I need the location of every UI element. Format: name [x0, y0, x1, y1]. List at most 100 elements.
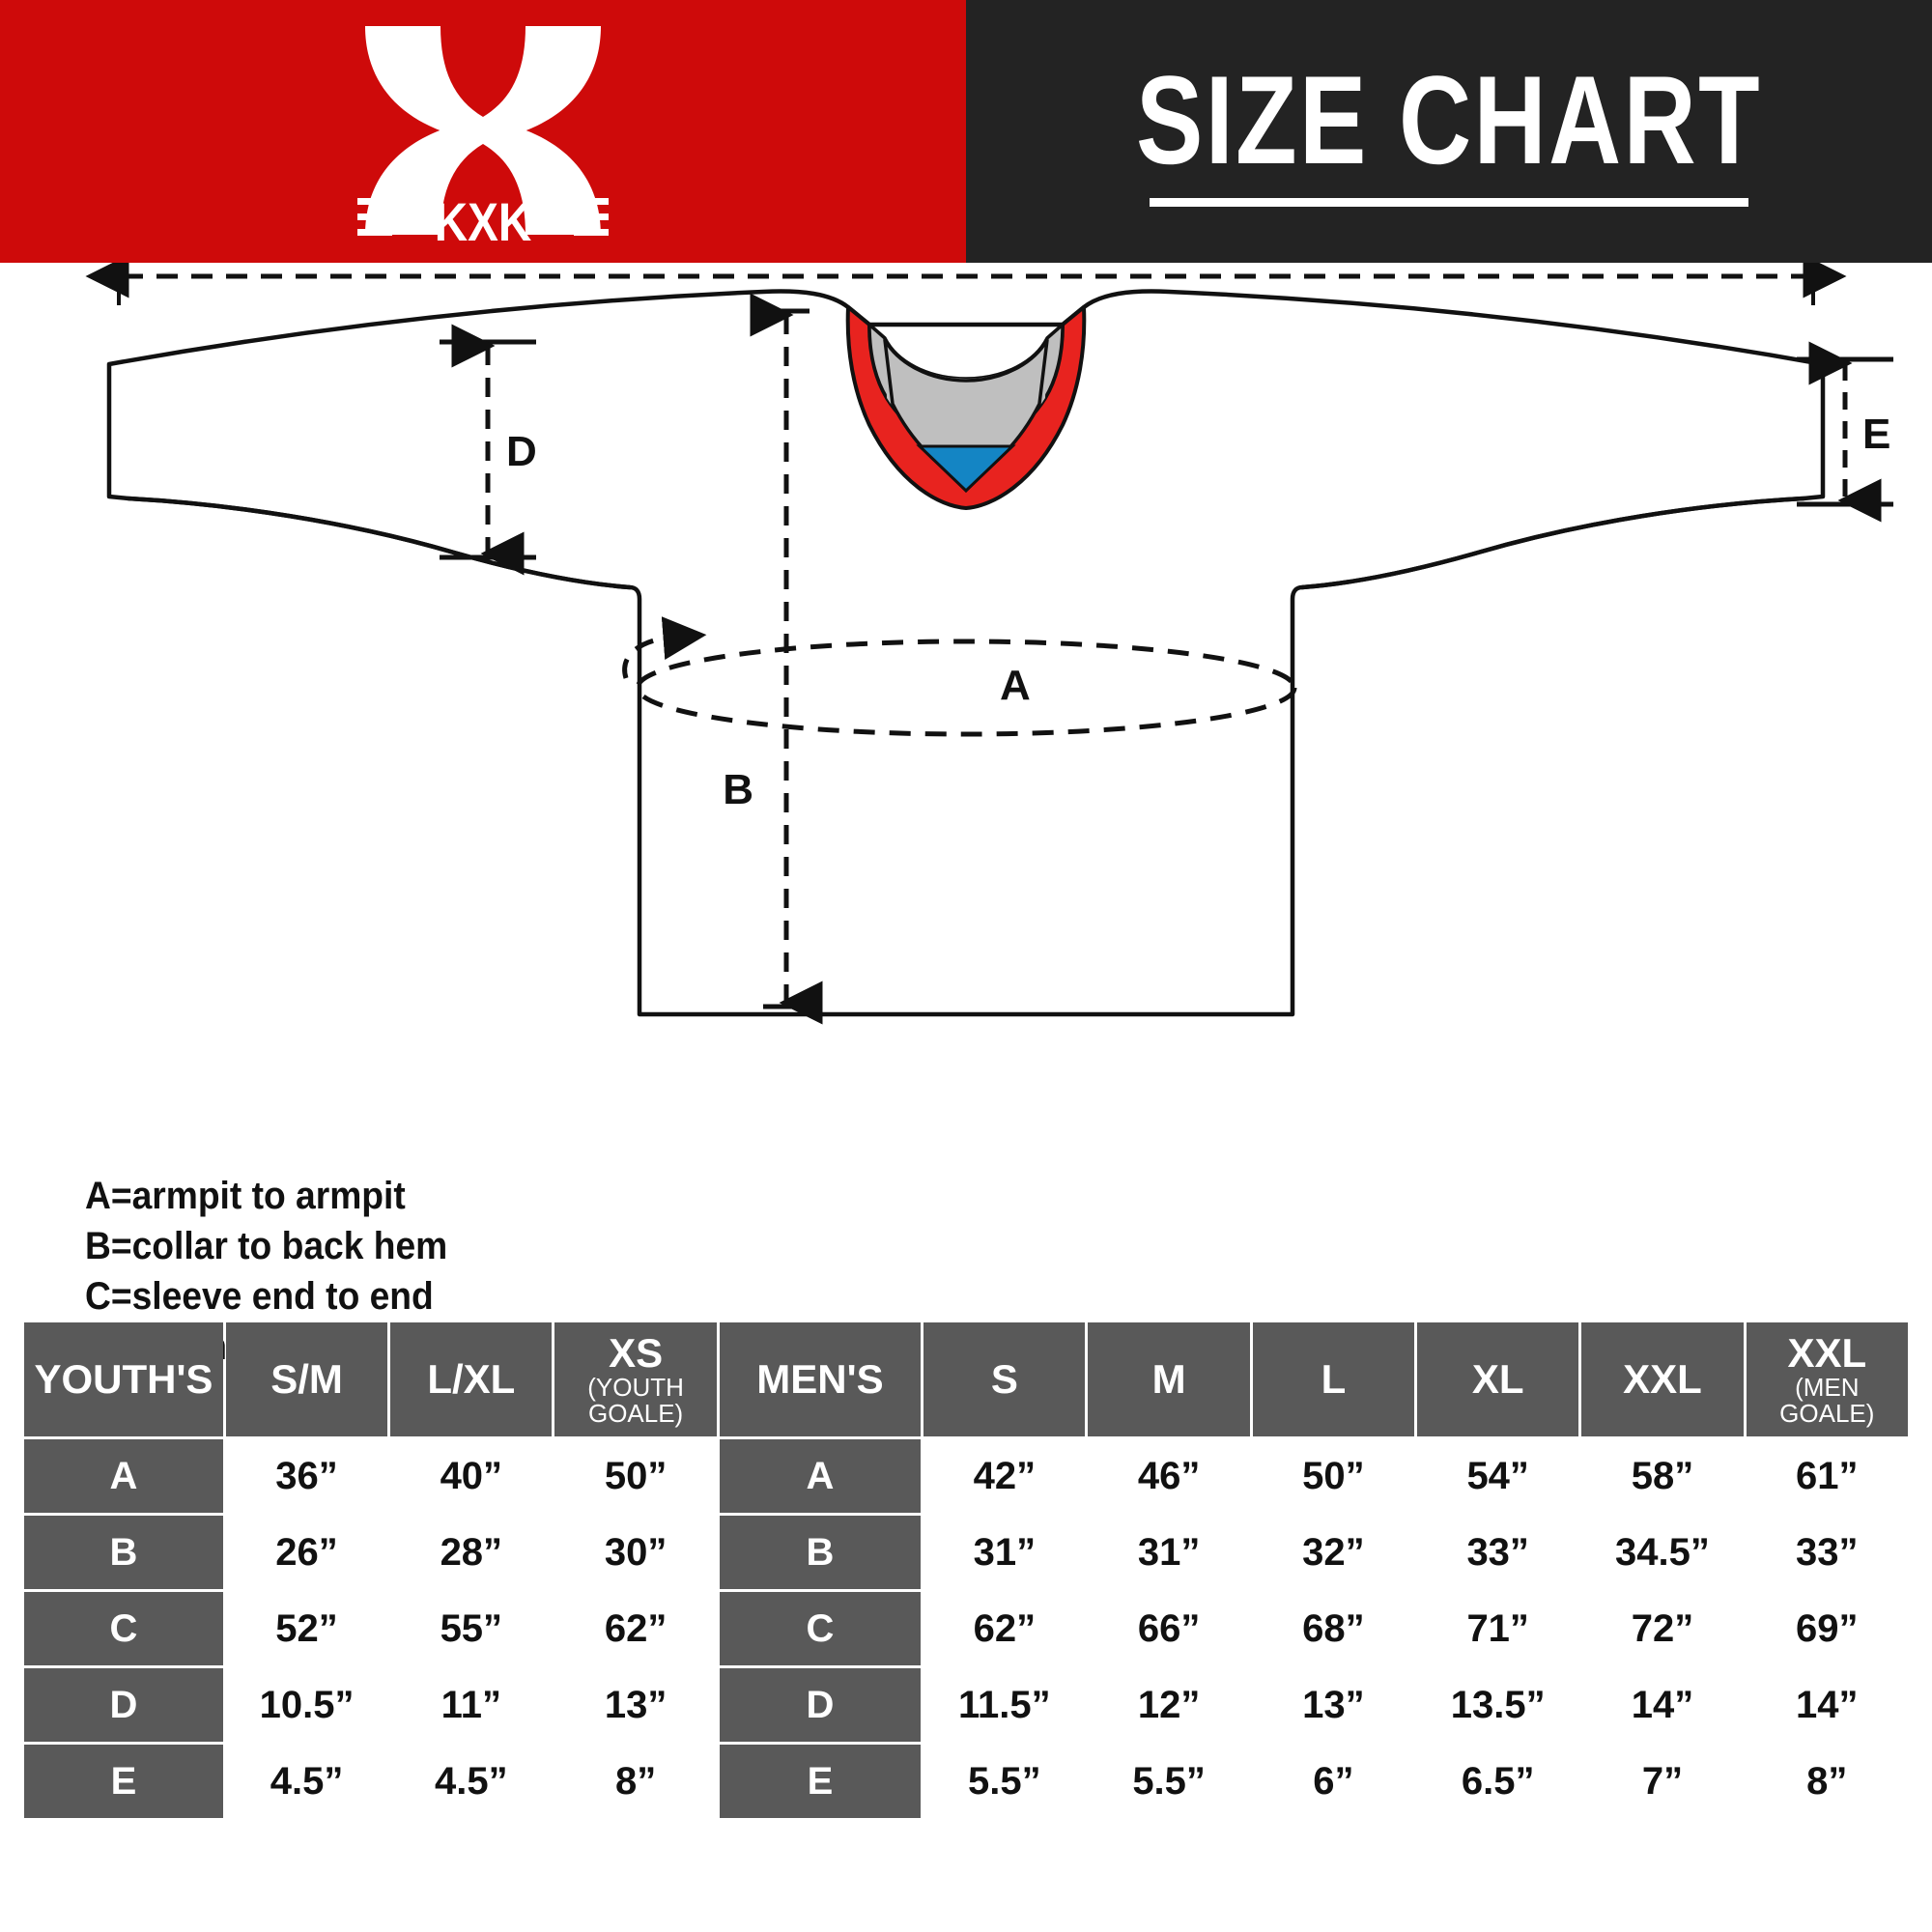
- title-banner: SIZE CHART: [966, 0, 1932, 263]
- svg-text:KXK: KXK: [435, 192, 532, 244]
- column-sublabel: (YOUTH GOALE): [587, 1372, 684, 1429]
- table-row: A 36” 40” 50” A 42” 46” 50” 54” 58” 61”: [24, 1439, 1908, 1513]
- cell-mens-D-3: 13.5”: [1417, 1668, 1579, 1742]
- cell-mens-D-1: 12”: [1088, 1668, 1250, 1742]
- cell-mens-A-3: 54”: [1417, 1439, 1579, 1513]
- cell-youth-C-2: 62”: [554, 1592, 717, 1665]
- cell-youth-C-0: 52”: [225, 1592, 388, 1665]
- row-key-youth-B: B: [24, 1516, 223, 1589]
- dimension-c: [85, 263, 1847, 305]
- row-key-mens-D: D: [719, 1668, 922, 1742]
- dimension-e: [1797, 341, 1893, 523]
- cell-mens-B-0: 31”: [923, 1516, 1086, 1589]
- row-key-youth-A: A: [24, 1439, 223, 1513]
- cell-mens-C-4: 72”: [1581, 1592, 1744, 1665]
- column-label: XS: [609, 1329, 664, 1376]
- section-header-youth: YOUTH'S: [24, 1322, 223, 1436]
- cell-mens-A-4: 58”: [1581, 1439, 1744, 1513]
- cell-mens-C-5: 69”: [1746, 1592, 1908, 1665]
- legend-line-c: C=sleeve end to end: [85, 1275, 434, 1318]
- dimension-label-a: A: [1000, 662, 1031, 709]
- row-key-youth-C: C: [24, 1592, 223, 1665]
- row-key-youth-D: D: [24, 1668, 223, 1742]
- size-table-header-row: YOUTH'S S/M L/XL XS (YOUTH GOALE) MEN'S S M L XL XX…: [24, 1322, 1908, 1436]
- dimension-label-d: D: [506, 428, 537, 475]
- dimension-label-e: E: [1862, 411, 1890, 458]
- cell-mens-E-4: 7”: [1581, 1745, 1744, 1818]
- size-table: YOUTH'S S/M L/XL XS (YOUTH GOALE) MEN'S S M L XL XX…: [21, 1320, 1911, 1821]
- column-label: M: [1151, 1355, 1186, 1402]
- cell-youth-C-1: 55”: [390, 1592, 553, 1665]
- cell-mens-B-2: 32”: [1252, 1516, 1415, 1589]
- jersey-diagram: C D E B: [0, 263, 1932, 1418]
- column-label: XXL: [1787, 1329, 1867, 1376]
- column-label: L/XL: [427, 1355, 516, 1402]
- row-key-mens-C: C: [719, 1592, 922, 1665]
- cell-mens-C-1: 66”: [1088, 1592, 1250, 1665]
- table-row: E 4.5” 4.5” 8” E 5.5” 5.5” 6” 6.5” 7” 8”: [24, 1745, 1908, 1818]
- cell-mens-D-4: 14”: [1581, 1668, 1744, 1742]
- youth-column-header-2: XS (YOUTH GOALE): [554, 1322, 717, 1436]
- column-label: S/M: [270, 1355, 343, 1402]
- youth-column-header-1: L/XL: [390, 1322, 553, 1436]
- row-key-youth-E: E: [24, 1745, 223, 1818]
- table-row: D 10.5” 11” 13” D 11.5” 12” 13” 13.5” 14” 14”: [24, 1668, 1908, 1742]
- cell-youth-D-2: 13”: [554, 1668, 717, 1742]
- cell-youth-A-0: 36”: [225, 1439, 388, 1513]
- cell-mens-D-2: 13”: [1252, 1668, 1415, 1742]
- cell-youth-B-2: 30”: [554, 1516, 717, 1589]
- dimension-label-b: B: [723, 766, 753, 813]
- dimension-d: [440, 324, 536, 576]
- dimension-a: [622, 616, 1297, 737]
- mens-column-header-3: XL: [1417, 1322, 1579, 1436]
- mens-column-header-1: M: [1088, 1322, 1250, 1436]
- column-label: L: [1321, 1355, 1347, 1402]
- cell-mens-B-5: 33”: [1746, 1516, 1908, 1589]
- youth-column-header-0: S/M: [225, 1322, 388, 1436]
- cell-mens-A-2: 50”: [1252, 1439, 1415, 1513]
- cell-mens-B-4: 34.5”: [1581, 1516, 1744, 1589]
- table-row: B 26” 28” 30” B 31” 31” 32” 33” 34.5” 33”: [24, 1516, 1908, 1589]
- cell-mens-E-1: 5.5”: [1088, 1745, 1250, 1818]
- cell-mens-A-0: 42”: [923, 1439, 1086, 1513]
- cell-youth-E-2: 8”: [554, 1745, 717, 1818]
- row-key-mens-A: A: [719, 1439, 922, 1513]
- cell-mens-C-2: 68”: [1252, 1592, 1415, 1665]
- cell-mens-C-3: 71”: [1417, 1592, 1579, 1665]
- table-row: C 52” 55” 62” C 62” 66” 68” 71” 72” 69”: [24, 1592, 1908, 1665]
- mens-column-header-0: S: [923, 1322, 1086, 1436]
- jersey-collar-icon: [845, 305, 1087, 510]
- cell-mens-E-5: 8”: [1746, 1745, 1908, 1818]
- cell-mens-A-5: 61”: [1746, 1439, 1908, 1513]
- row-key-mens-B: B: [719, 1516, 922, 1589]
- page-header: KXK SIZE CHART: [0, 0, 1932, 263]
- brand-banner: KXK: [0, 0, 966, 263]
- cell-mens-E-3: 6.5”: [1417, 1745, 1579, 1818]
- cell-mens-E-0: 5.5”: [923, 1745, 1086, 1818]
- column-label: S: [990, 1355, 1018, 1402]
- cell-mens-C-0: 62”: [923, 1592, 1086, 1665]
- cell-youth-E-0: 4.5”: [225, 1745, 388, 1818]
- cell-mens-B-1: 31”: [1088, 1516, 1250, 1589]
- row-key-mens-E: E: [719, 1745, 922, 1818]
- size-table-body: YOUTH'S S/M L/XL XS (YOUTH GOALE) MEN'S S M L XL XX…: [24, 1322, 1908, 1818]
- mens-column-header-4: XXL: [1581, 1322, 1744, 1436]
- cell-youth-E-1: 4.5”: [390, 1745, 553, 1818]
- cell-youth-B-1: 28”: [390, 1516, 553, 1589]
- cell-mens-B-3: 33”: [1417, 1516, 1579, 1589]
- cell-youth-D-0: 10.5”: [225, 1668, 388, 1742]
- column-label: XXL: [1623, 1355, 1702, 1402]
- page-title: SIZE CHART: [1136, 48, 1762, 190]
- cell-mens-A-1: 46”: [1088, 1439, 1250, 1513]
- dimension-label-c: C: [951, 263, 981, 269]
- cell-mens-D-0: 11.5”: [923, 1668, 1086, 1742]
- legend-line-a: A=armpit to armpit: [85, 1175, 406, 1217]
- cell-youth-A-1: 40”: [390, 1439, 553, 1513]
- column-sublabel: (MEN GOALE): [1779, 1372, 1875, 1429]
- mens-column-header-5: XXL (MEN GOALE): [1746, 1322, 1908, 1436]
- cell-mens-D-5: 14”: [1746, 1668, 1908, 1742]
- cell-mens-E-2: 6”: [1252, 1745, 1415, 1818]
- legend-line-b: B=collar to back hem: [85, 1225, 448, 1267]
- kxk-logo-icon: KXK: [357, 20, 609, 244]
